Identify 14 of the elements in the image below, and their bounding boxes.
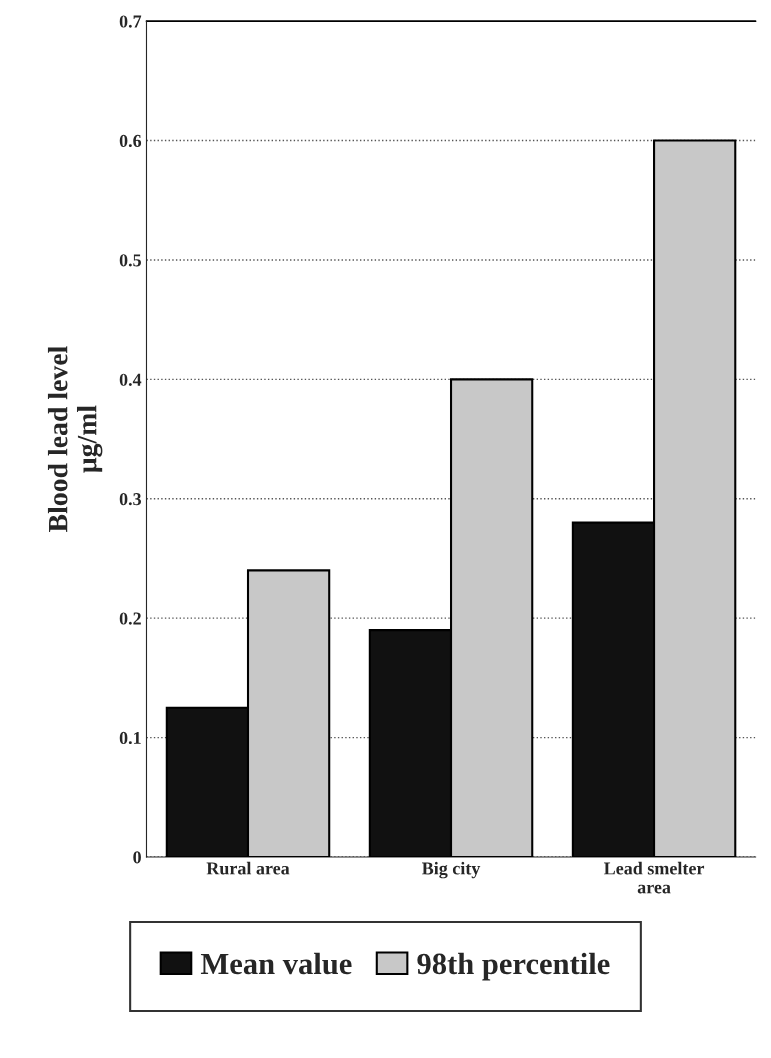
y-axis-title: Blood lead level μg/ml [47,346,103,532]
y-tick-label: 0.7 [119,15,142,28]
x-tick-label: Rural area [206,861,290,875]
x-tick-label: Big city [422,861,481,879]
y-tick-label: 0.5 [119,254,141,267]
y-tick-label: 0.4 [119,373,142,386]
y-tick-label: 0.1 [119,731,141,745]
y-tick-label: 0.3 [119,493,142,506]
y-tick-label: 0 [133,851,141,864]
x-tick-label: Lead smelter area [603,861,705,894]
legend-label: Mean value [200,952,352,975]
y-tick-label: 0.2 [119,612,141,625]
legend-label: 98th percentile [417,952,610,981]
y-tick-label: 0.6 [119,134,142,148]
